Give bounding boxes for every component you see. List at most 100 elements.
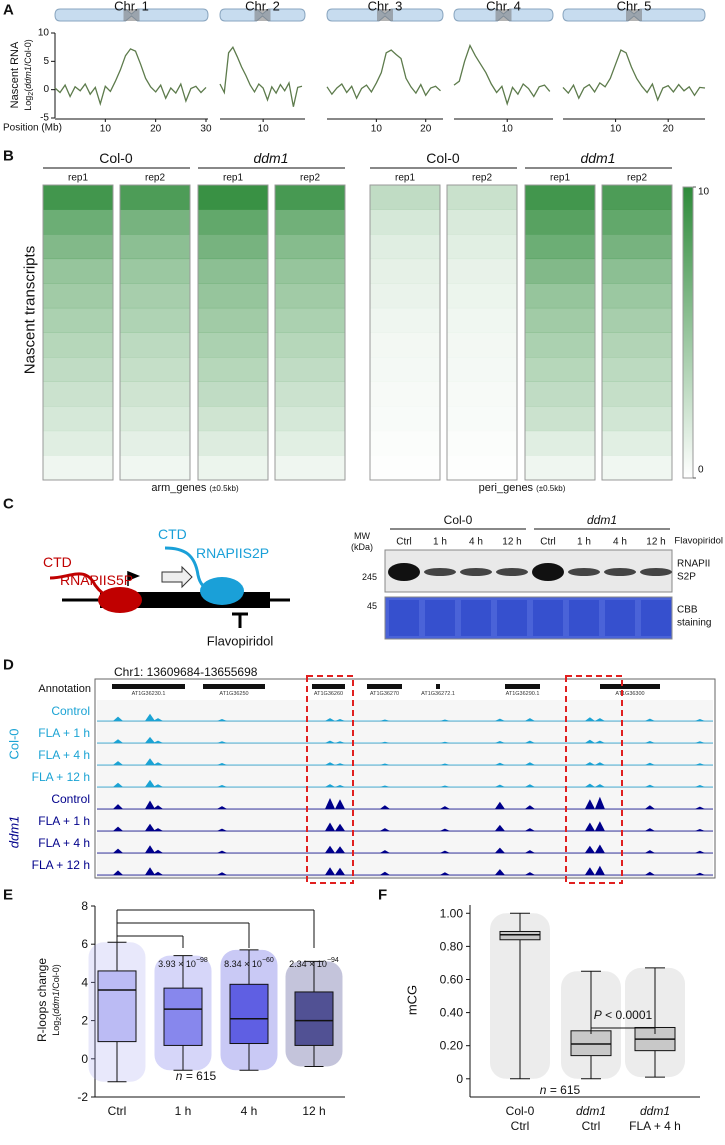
lane-label: 4 h — [469, 537, 483, 548]
signal-peak — [145, 779, 155, 787]
signal-peak — [494, 784, 505, 787]
x-tick-label: ddm1 — [576, 1104, 606, 1118]
group-label-part: (±0.5kb) — [209, 484, 239, 493]
signal-peak — [584, 739, 595, 743]
heatmap-row — [275, 234, 345, 260]
y-tick-label: 0 — [456, 1072, 463, 1086]
heatmap-row — [120, 406, 190, 432]
heatmap-row — [525, 209, 595, 235]
heatmap-row — [120, 234, 190, 260]
signal-peak — [325, 845, 335, 853]
chromosome-title: Chr. 3 — [368, 0, 403, 14]
cbb-lane — [641, 600, 671, 636]
heatmap-row — [447, 406, 517, 431]
heatmap-row — [525, 455, 595, 481]
heatmap-row — [525, 185, 595, 210]
cbb-lane — [533, 600, 563, 636]
signal-peak — [145, 845, 155, 853]
track-bg — [97, 854, 713, 876]
x-tick-label: 10 — [258, 124, 270, 135]
group-label: ddm1 — [587, 513, 617, 527]
track-label: FLA + 12 h — [32, 770, 90, 784]
highlight-box — [306, 675, 354, 884]
y-tick-label: 0 — [43, 84, 49, 95]
x-tick-label: 30 — [200, 124, 212, 135]
track-label: Control — [51, 792, 90, 806]
heatmap-row — [198, 258, 268, 284]
y-tick-label: 0 — [81, 1052, 88, 1066]
signal-peak — [494, 762, 505, 765]
loading-label: staining — [677, 618, 711, 629]
signal-peak — [594, 844, 605, 853]
signal-peak — [153, 828, 163, 831]
cbb-lane — [497, 600, 527, 636]
signal-peak — [217, 872, 227, 875]
track-bg — [97, 744, 713, 766]
label-inhibitor: Flavopiridol — [207, 634, 274, 649]
heatmap-frame — [601, 184, 673, 481]
x-tick-label: Ctrl — [511, 1119, 530, 1133]
heatmap-row — [120, 332, 190, 358]
y-tick-label: 2 — [81, 1014, 88, 1028]
box — [570, 1030, 612, 1057]
signal-peak — [644, 828, 655, 831]
heatmap-row — [602, 307, 672, 333]
signal-peak — [145, 823, 155, 831]
p-value-part: 2.34 × 10 — [289, 959, 327, 969]
box — [163, 987, 203, 1046]
heatmap-row — [447, 431, 517, 456]
signal-peak — [145, 736, 155, 743]
gene-label: AT1G36230.1 — [132, 691, 166, 697]
heatmap-row — [120, 209, 190, 235]
y-tick-label: 4 — [81, 975, 88, 989]
heatmap-row — [370, 258, 440, 284]
heatmap-row — [275, 283, 345, 309]
target-label: S2P — [677, 572, 696, 583]
signal-peak — [153, 740, 163, 743]
panel-label: C — [3, 496, 14, 513]
label-ctd: CTD — [158, 526, 187, 542]
heatmap-row — [198, 234, 268, 260]
group-label-part: arm_genes — [151, 482, 207, 494]
y-axis-subtitle-part: /Col-0) — [23, 39, 33, 66]
signal-peak — [439, 806, 450, 809]
signal-peak — [584, 845, 595, 853]
signal-peak — [217, 763, 227, 765]
signal-peak — [524, 828, 535, 831]
x-tick-label: 10 — [502, 124, 514, 135]
signal-peak — [584, 799, 595, 809]
heatmap-row — [275, 332, 345, 358]
chromosome-title: Chr. 2 — [245, 0, 280, 14]
heatmap-row — [43, 234, 113, 260]
x-tick-label: Ctrl — [108, 1104, 127, 1118]
label-ctd: CTD — [43, 554, 72, 570]
signal-peak — [113, 826, 123, 831]
cbb-lane — [605, 600, 635, 636]
y-axis-subtitle-part: 2 — [28, 92, 35, 96]
heatmap-row — [120, 357, 190, 382]
signal-peak — [594, 740, 605, 743]
p-value: 2.34 × 10−94 — [289, 957, 339, 969]
panel-label: B — [3, 148, 14, 165]
box — [499, 930, 541, 941]
signal-peak — [584, 717, 595, 721]
heatmap-row — [525, 283, 595, 309]
loading-label: CBB — [677, 605, 698, 616]
signal-peak — [335, 846, 345, 853]
heatmap-row — [525, 234, 595, 260]
signal-peak — [694, 763, 705, 765]
colorbar-label: 10 — [698, 187, 710, 198]
mw-unit: (kDa) — [351, 542, 373, 552]
signal-line — [219, 45, 303, 107]
signal-peak — [145, 758, 155, 765]
gene-model — [367, 684, 402, 689]
heatmap-row — [525, 430, 595, 456]
heatmap-row — [120, 185, 190, 210]
heatmap-row — [198, 283, 268, 309]
gene-model — [600, 684, 660, 689]
p-value: P < 0.0001 — [594, 1008, 653, 1022]
track-bg — [97, 832, 713, 854]
track-bg — [97, 700, 713, 722]
target-label: RNAPII — [677, 559, 710, 570]
signal-peak — [439, 763, 450, 765]
